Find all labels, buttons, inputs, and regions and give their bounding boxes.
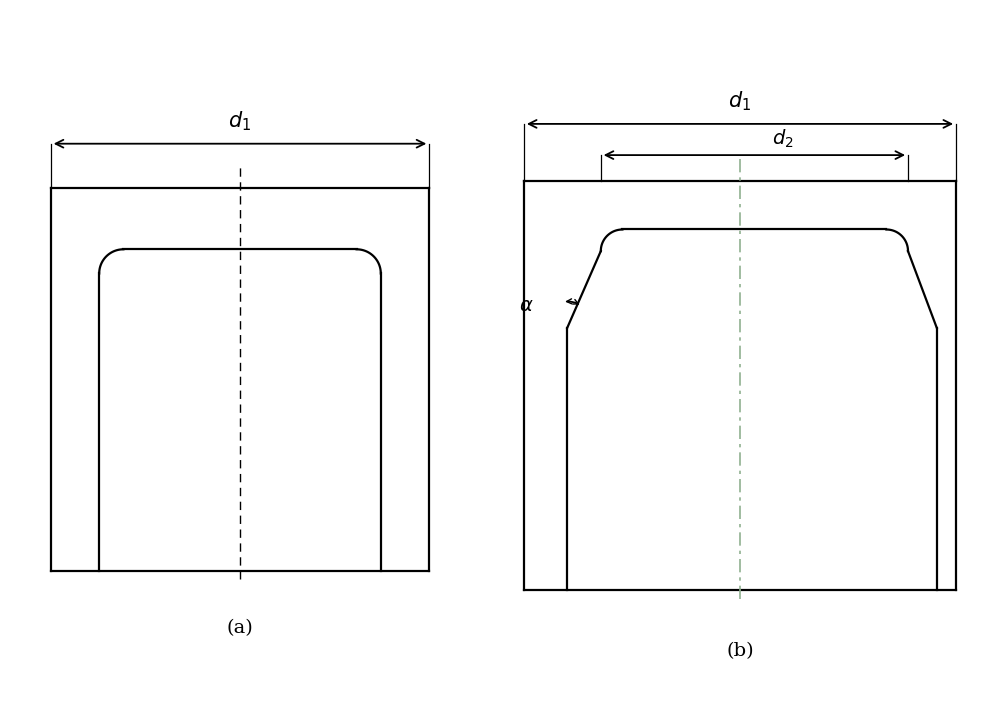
Text: $d_1$: $d_1$ — [728, 90, 752, 114]
Polygon shape — [886, 181, 956, 589]
Polygon shape — [51, 188, 123, 570]
Text: $\alpha$: $\alpha$ — [519, 297, 534, 315]
Polygon shape — [524, 181, 956, 251]
Polygon shape — [357, 188, 429, 570]
Text: $d_1$: $d_1$ — [228, 109, 252, 133]
Polygon shape — [524, 181, 622, 589]
Text: (b): (b) — [726, 642, 754, 660]
Polygon shape — [51, 188, 429, 273]
Text: (a): (a) — [227, 619, 253, 637]
Text: $d_2$: $d_2$ — [772, 128, 794, 150]
